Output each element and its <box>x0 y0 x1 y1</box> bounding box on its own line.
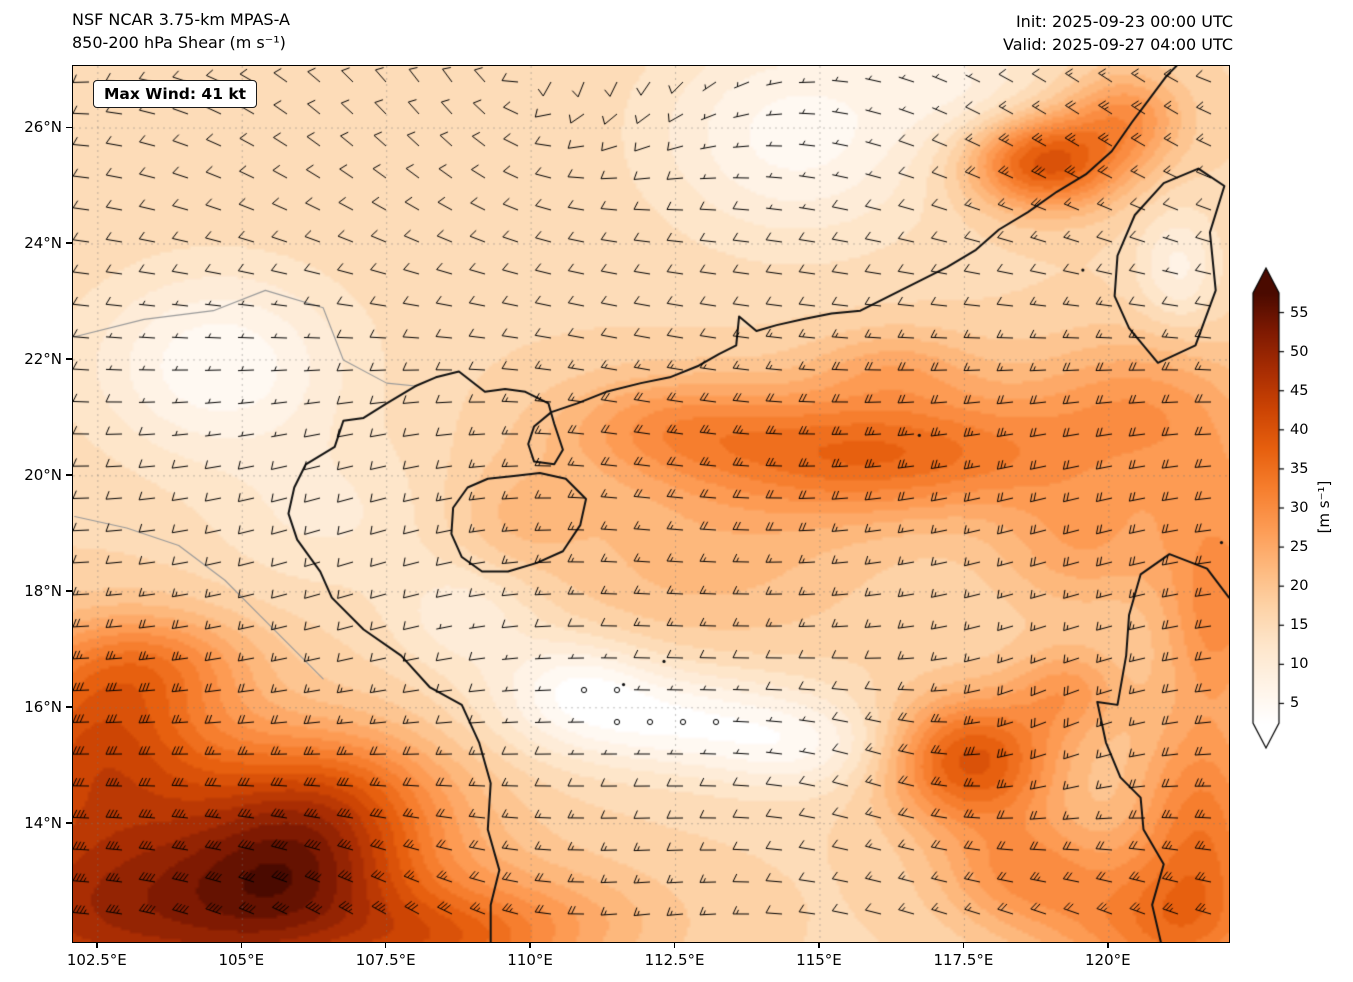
colorbar-unit-label: [m s⁻¹] <box>1315 480 1333 534</box>
time-block: Init: 2025-09-23 00:00 UTC Valid: 2025-0… <box>1003 10 1233 56</box>
lat-tick-mark <box>66 126 72 129</box>
colorbar-tick-label: 30 <box>1290 500 1309 516</box>
map-canvas <box>73 66 1229 942</box>
lat-tick-label: 20°N <box>24 465 62 484</box>
lat-tick-mark <box>66 358 72 360</box>
lon-tick-mark <box>818 942 820 948</box>
lon-tick-mark <box>673 942 676 948</box>
lat-tick-label: 24°N <box>24 233 62 252</box>
lat-tick-label: 16°N <box>24 697 62 716</box>
lat-tick-mark <box>66 474 72 476</box>
colorbar-tick-label: 55 <box>1290 304 1309 321</box>
colorbar-tick-label: 25 <box>1290 539 1309 556</box>
lon-tick-label: 105°E <box>218 951 265 969</box>
map-plot-area <box>72 65 1230 943</box>
lon-tick-label: 112.5°E <box>644 951 705 969</box>
lon-tick-mark <box>96 942 98 948</box>
lon-tick-mark <box>384 942 387 948</box>
lat-tick-label: 14°N <box>24 813 62 832</box>
lon-tick-label: 107.5°E <box>355 951 416 969</box>
lat-tick-mark <box>66 706 72 708</box>
colorbar-tick-label: 35 <box>1290 460 1309 477</box>
field-title: 850-200 hPa Shear (m s⁻¹) <box>72 33 286 52</box>
colorbar-tick-label: 15 <box>1290 617 1309 634</box>
lon-tick-mark <box>962 942 965 948</box>
lat-tick-mark <box>66 822 72 824</box>
lon-tick-mark <box>240 942 243 948</box>
lat-tick-mark <box>66 590 72 592</box>
model-title: NSF NCAR 3.75-km MPAS-A <box>72 10 290 29</box>
colorbar-tick-label: 5 <box>1290 695 1300 712</box>
lon-tick-label: 110°E <box>507 951 553 969</box>
lon-tick-label: 117.5°E <box>933 951 994 969</box>
colorbar-tick-label: 20 <box>1290 578 1309 595</box>
lat-tick-label: 22°N <box>24 349 62 368</box>
lat-tick-label: 26°N <box>24 118 62 137</box>
lon-tick-label: 102.5°E <box>66 951 127 969</box>
colorbar <box>1240 258 1310 768</box>
lon-tick-mark <box>1107 942 1109 948</box>
lon-tick-label: 120°E <box>1085 951 1131 969</box>
lat-tick-mark <box>66 242 72 244</box>
colorbar-tick-label: 40 <box>1290 421 1309 438</box>
valid-time: Valid: 2025-09-27 04:00 UTC <box>1002 35 1233 54</box>
colorbar-tick-label: 45 <box>1290 382 1309 399</box>
colorbar-tick-label: 50 <box>1290 343 1309 360</box>
lat-tick-label: 18°N <box>24 581 62 600</box>
init-time: Init: 2025-09-23 00:00 UTC <box>1015 12 1233 31</box>
lon-tick-mark <box>529 942 531 948</box>
colorbar-tick-label: 10 <box>1290 656 1309 673</box>
max-wind-badge: Max Wind: 41 kt <box>93 80 258 108</box>
lon-tick-label: 115°E <box>796 951 842 969</box>
